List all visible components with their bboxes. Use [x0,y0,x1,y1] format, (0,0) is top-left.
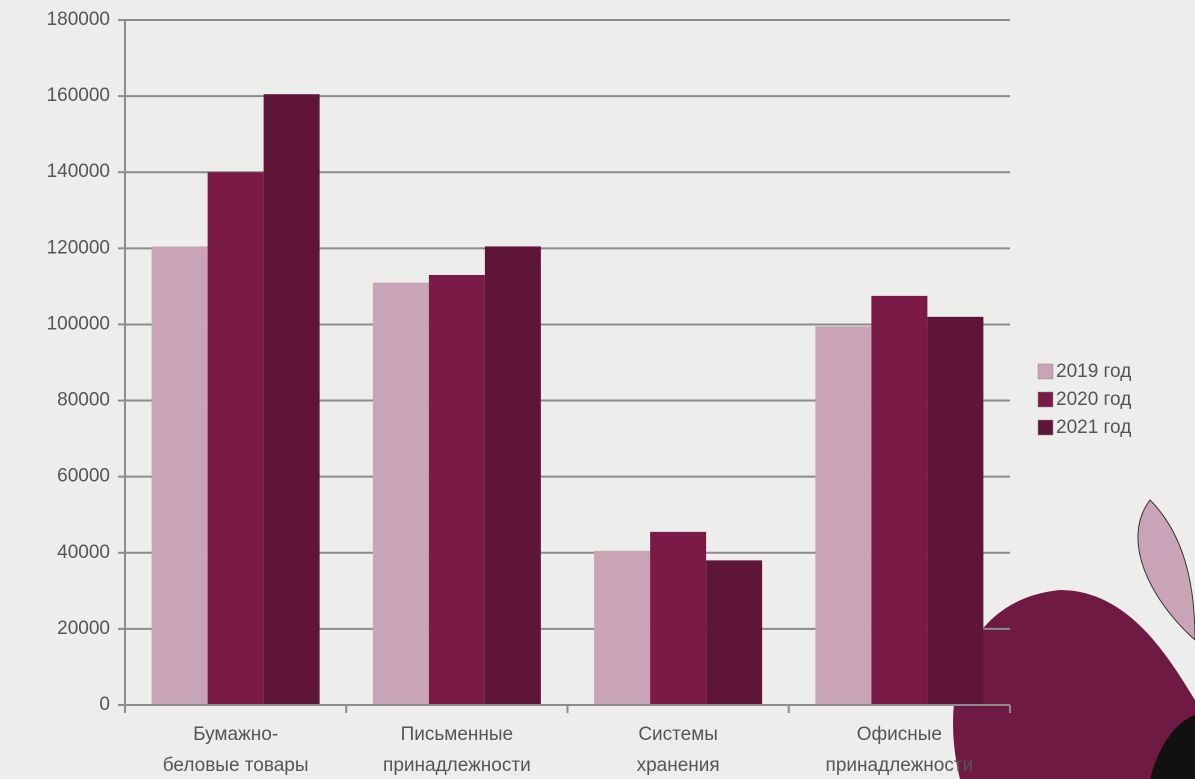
bar [815,326,872,705]
x-tick-label: принадлежности [383,755,531,776]
bar [927,316,984,705]
x-tick-label: хранения [637,755,720,776]
bar [871,295,928,705]
bar [484,246,541,706]
y-tick-label: 20000 [57,618,110,639]
bar [650,531,707,705]
y-tick-label: 40000 [57,542,110,563]
legend-swatch [1037,363,1054,380]
x-tick-label: Письменные [401,724,514,745]
x-tick-label: Системы [638,724,718,745]
y-tick-label: 0 [99,694,110,715]
legend-label: 2021 год [1056,417,1131,438]
decor-leaf [953,499,1195,779]
legend-label: 2020 год [1056,389,1131,410]
legend-swatch [1037,391,1054,408]
bar [428,274,485,705]
y-tick-label: 80000 [57,390,110,411]
bar [594,550,651,705]
legend-swatch [1037,419,1054,436]
bar [372,282,429,705]
y-tick-label: 100000 [47,313,110,334]
x-tick-label: беловые товары [163,755,309,776]
bar [207,172,264,705]
bar [263,94,320,706]
y-tick-label: 140000 [47,161,110,182]
legend-label: 2019 год [1056,361,1131,382]
y-tick-label: 160000 [47,85,110,106]
y-tick-label: 60000 [57,466,110,487]
x-tick-label: принадлежности [826,755,974,776]
x-tick-label: Офисные [857,724,942,745]
y-tick-label: 120000 [47,237,110,258]
bar [151,246,208,706]
y-tick-label: 180000 [47,9,110,30]
bar [706,560,763,705]
x-tick-label: Бумажно- [193,724,278,745]
